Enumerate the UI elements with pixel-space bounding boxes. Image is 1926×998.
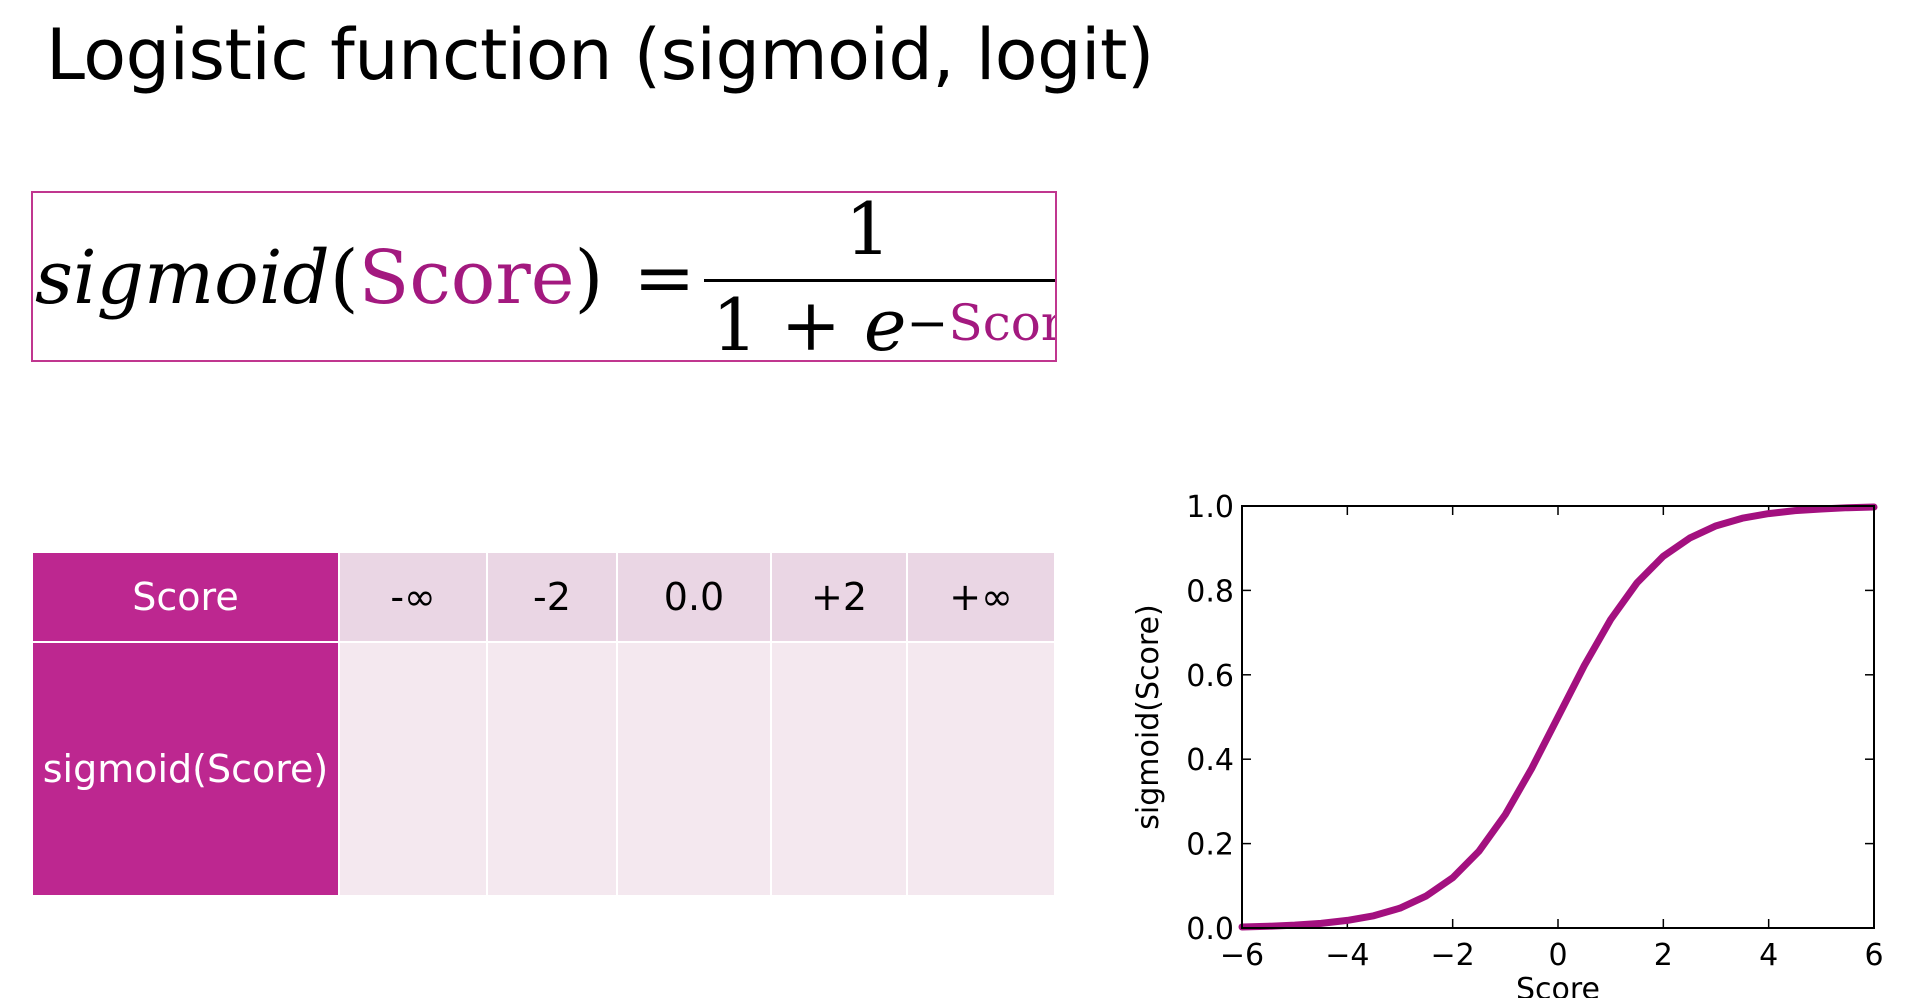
- formula-equals: =: [633, 235, 696, 321]
- x-tick-label: 0: [1548, 938, 1567, 973]
- sigmoid-row: sigmoid(Score): [33, 642, 1054, 895]
- x-axis-label: Score: [1516, 972, 1600, 998]
- score-cell: 0.0: [616, 553, 771, 643]
- score-cell: -2: [486, 553, 617, 643]
- sigmoid-curve: [1238, 503, 1878, 931]
- formula-fraction: 1 1 + e−Score: [678, 191, 1055, 360]
- x-tick-label: −2: [1431, 938, 1475, 973]
- x-tick-label: −4: [1325, 938, 1369, 973]
- score-cell: +2: [770, 553, 907, 643]
- sigmoid-row-label: sigmoid(Score): [33, 642, 340, 895]
- x-tick-label: 2: [1654, 938, 1673, 973]
- y-tick-label: 0.6: [1186, 659, 1234, 694]
- formula-exp-sign: −: [906, 294, 949, 352]
- formula-fn-name: sigmoid: [35, 235, 330, 321]
- y-tick-label: 0.4: [1186, 743, 1234, 778]
- sigmoid-cell: [486, 642, 617, 895]
- score-row-label: Score: [33, 553, 340, 643]
- score-cell: +∞: [906, 553, 1054, 643]
- x-tick-label: 6: [1864, 938, 1883, 973]
- plot-frame: [1241, 505, 1875, 929]
- sigmoid-cell: [338, 642, 487, 895]
- sigmoid-chart: −6 −4 −2 0 2 4 6 0.0 0.2 0.4 0.6 0.8 1.0 Score sigmo…: [1131, 490, 1884, 998]
- formula-fraction-bar: [704, 279, 1055, 282]
- sigmoid-cell: [906, 642, 1054, 895]
- formula-den-prefix: 1 +: [712, 283, 864, 362]
- x-tick-label: 4: [1759, 938, 1778, 973]
- score-row: Score -∞ -2 0.0 +2 +∞: [33, 553, 1054, 643]
- sigmoid-cell: [616, 642, 771, 895]
- page-title: Logistic function (sigmoid, logit): [46, 14, 1154, 96]
- y-tick-label: 0.0: [1186, 912, 1234, 947]
- y-tick-label: 0.2: [1186, 828, 1234, 863]
- score-cell: -∞: [338, 553, 487, 643]
- formula-exp-arg: Score: [948, 294, 1055, 352]
- sigmoid-table: Score -∞ -2 0.0 +2 +∞ sigmoid(Score): [33, 553, 1054, 895]
- y-tick-label: 0.8: [1186, 574, 1234, 609]
- formula-numerator: 1: [845, 191, 891, 271]
- chart-axes: −6 −4 −2 0 2 4 6 0.0 0.2 0.4 0.6 0.8 1.0: [1186, 490, 1883, 973]
- formula-arg: Score: [358, 235, 575, 321]
- formula-denominator: 1 + e−Score: [712, 289, 1055, 360]
- formula-den-base: e: [863, 283, 907, 362]
- formula-close-paren: ): [574, 235, 604, 321]
- sigmoid-cell: [770, 642, 907, 895]
- formula-lhs: sigmoid(Score) =: [35, 235, 695, 321]
- y-tick-label: 1.0: [1186, 490, 1234, 525]
- sigmoid-formula: sigmoid(Score)= 1 1 + e−Score: [31, 191, 1057, 362]
- x-tick-label: −6: [1220, 938, 1264, 973]
- formula-den-exponent: −Score: [906, 294, 1055, 352]
- formula-open-paren: (: [329, 235, 359, 321]
- y-axis-label: sigmoid(Score): [1131, 604, 1166, 829]
